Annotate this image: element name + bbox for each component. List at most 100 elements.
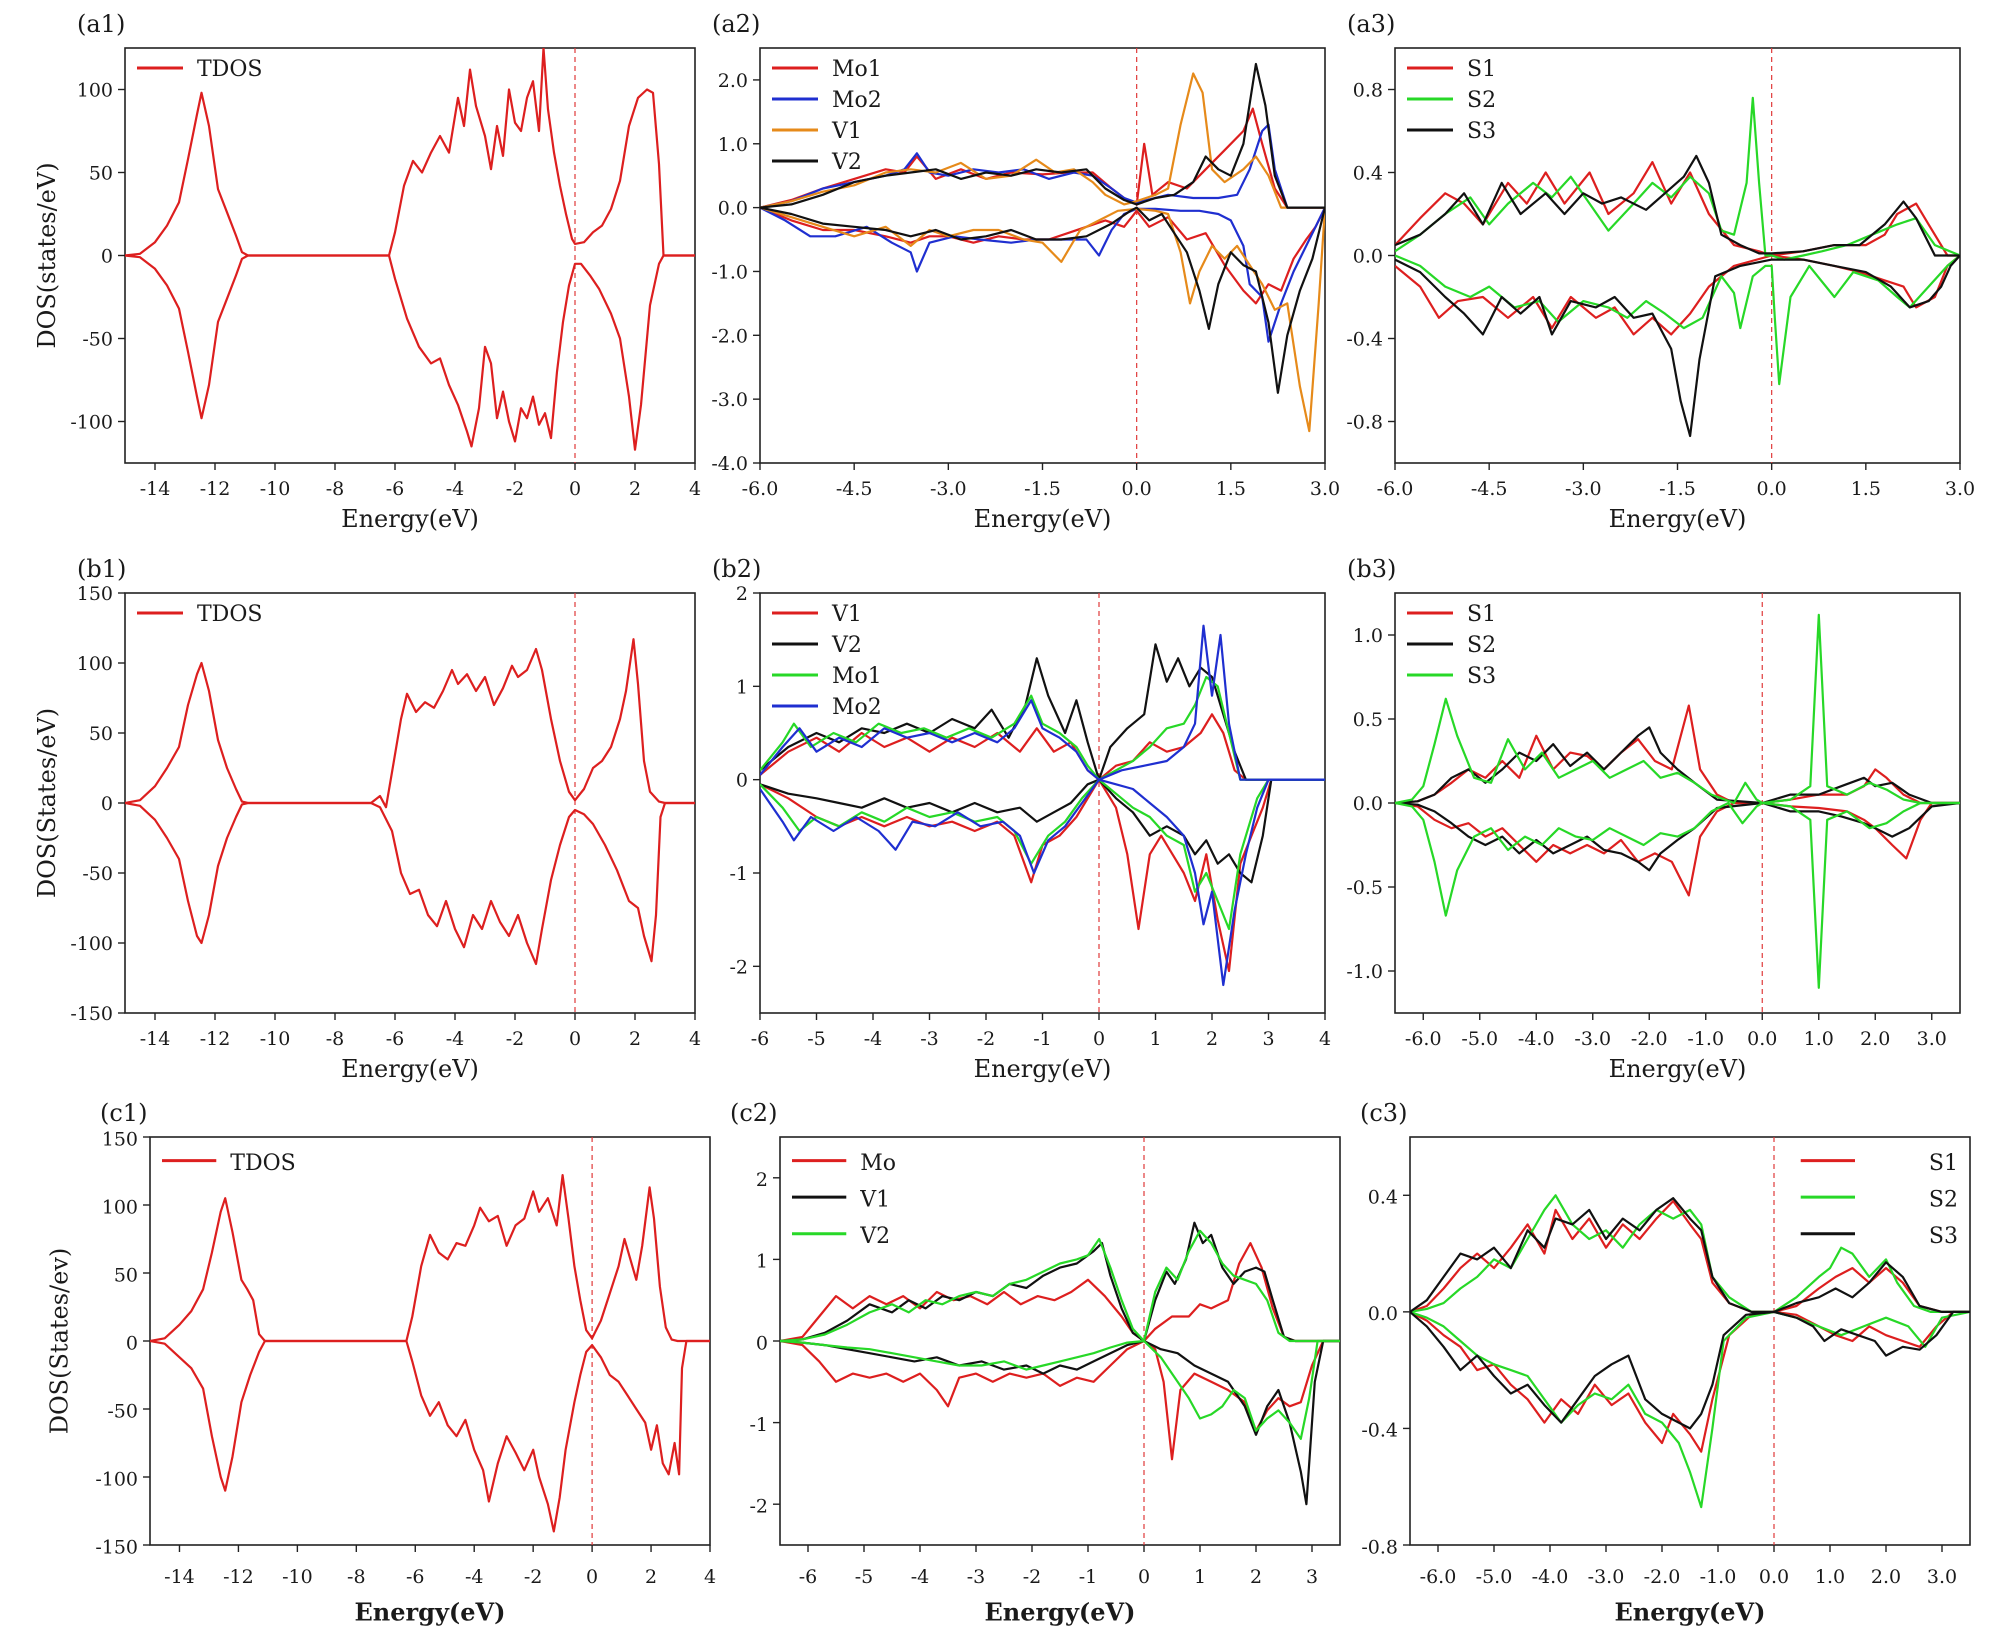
y-tick-label: 1 (736, 676, 748, 698)
legend-label: TDOS (230, 1151, 295, 1176)
series-line-v1-up (760, 72, 1325, 209)
x-tick-label: 2 (629, 1028, 641, 1050)
plot-frame (124, 592, 696, 1014)
x-tick-label: -6.0 (1377, 478, 1414, 500)
x-tick-label: -8 (347, 1566, 366, 1588)
series-line-s2-down (1395, 801, 1960, 872)
legend-label: TDOS (197, 602, 262, 627)
x-tick-label: 4 (1319, 1028, 1331, 1050)
x-tick-label: -3.0 (930, 478, 967, 500)
x-tick-label: -2 (506, 478, 525, 500)
y-tick-label: 0.4 (1368, 1187, 1398, 1209)
panel-c3: -6.0 -5.0 -4.0 -3.0 -2.0 -1.0 0.0 1.0 2.0 3.0 -0.8… (1360, 1099, 1971, 1627)
legend-label: S1 (1929, 1151, 1958, 1176)
legend: TDOS (137, 602, 262, 627)
series-line-v1-up (780, 1221, 1340, 1343)
x-tick-label: -6 (386, 478, 405, 500)
series-line-s1-down (1410, 1310, 1970, 1453)
series-line-tdos-up (125, 48, 695, 257)
legend-label: S2 (1467, 88, 1496, 113)
legend: S1 S2 S3 (1407, 602, 1496, 689)
y-tick-label: -2.0 (711, 325, 748, 347)
x-tick-label: 4 (689, 478, 701, 500)
series-line-tdos-up (125, 638, 695, 809)
x-tick-label: -2.0 (1631, 1028, 1668, 1050)
x-tick-label: 3 (1262, 1028, 1274, 1050)
x-tick-label: -2 (524, 1566, 543, 1588)
series-line-mo2-up (760, 123, 1325, 209)
y-tick-label: 0 (101, 793, 113, 815)
x-tick-label: -12 (200, 1028, 231, 1050)
series-line-s3-down (1410, 1310, 1970, 1430)
y-tick-label: 0.0 (1353, 246, 1383, 268)
legend: S1 S2 S3 (1800, 1151, 1958, 1249)
series-line-s3-down (1395, 801, 1960, 989)
x-tick-label: 2 (1250, 1566, 1262, 1588)
series-line-tdos-down (125, 254, 695, 451)
x-tick-label: 3.0 (1927, 1566, 1957, 1588)
x-tick-label: -3 (920, 1028, 939, 1050)
x-tick-label: -2 (977, 1028, 996, 1050)
y-tick-label: 100 (77, 653, 113, 675)
x-tick-label: -1 (1033, 1028, 1052, 1050)
x-tick-label: 0 (1093, 1028, 1105, 1050)
series-line-s1-up (1395, 161, 1960, 257)
series-line-mo2-up (760, 624, 1325, 781)
y-tick-label: -1.0 (1346, 961, 1383, 983)
y-tick-label: 150 (77, 583, 113, 605)
series-line-s2-up (1410, 1194, 1970, 1314)
legend: V1 V2 Mo1 Mo2 (772, 602, 882, 720)
series-line-tdos-down (125, 801, 695, 966)
panel-tag: (a1) (77, 10, 125, 38)
x-tick-label: -12 (223, 1566, 254, 1588)
x-tick-label: -4.5 (836, 478, 873, 500)
x-tick-label: 0.0 (1759, 1566, 1789, 1588)
x-tick-label: 4 (704, 1566, 716, 1588)
x-tick-label: 3.0 (1310, 478, 1340, 500)
panel-tag: (b1) (77, 555, 126, 583)
panel-b2: -6 -5 -4 -3 -2 -1 0 1 2 3 4 -2 -1 0 1 2 Energy(eV) (b2) V1… (712, 555, 1331, 1083)
x-tick-label: 1.5 (1216, 478, 1246, 500)
x-tick-label: -1.0 (1687, 1028, 1724, 1050)
legend: Mo V1 V2 (792, 1151, 896, 1249)
x-tick-label: -14 (140, 478, 171, 500)
x-tick-label: -4 (465, 1566, 484, 1588)
panel-c1: -14 -12 -10 -8 -6 -4 -2 0 2 4 -150 -100 -50 0 50 100 150… (45, 1099, 716, 1627)
legend-label: Mo1 (832, 664, 882, 689)
x-tick-label: -3.0 (1588, 1566, 1625, 1588)
series-group (780, 1221, 1340, 1506)
x-tick-label: 2 (645, 1566, 657, 1588)
y-tick-label: 0.0 (718, 198, 748, 220)
plot-frame (124, 47, 696, 464)
x-tick-label: 2.0 (1860, 1028, 1890, 1050)
y-axis-title: DOS(States/ev) (45, 1248, 73, 1435)
x-tick-label: -6.0 (1420, 1566, 1457, 1588)
y-tick-label: -100 (70, 412, 113, 434)
series-line-v2-down (760, 206, 1325, 394)
legend-label: V1 (859, 1188, 890, 1213)
x-tick-label: -2.0 (1644, 1566, 1681, 1588)
x-tick-label: 0 (586, 1566, 598, 1588)
y-tick-label: -1 (749, 1414, 768, 1436)
x-tick-label: 3.0 (1917, 1028, 1947, 1050)
x-tick-label: -4 (911, 1566, 930, 1588)
plot-frame (149, 1136, 711, 1546)
x-tick-label: 1.0 (1804, 1028, 1834, 1050)
series-line-s2-down (1395, 254, 1960, 386)
x-tick-label: 0.0 (1757, 478, 1787, 500)
y-tick-label: 2 (756, 1169, 768, 1191)
x-tick-label: -12 (200, 478, 231, 500)
x-tick-label: -5.0 (1476, 1566, 1513, 1588)
legend-label: Mo (860, 1151, 896, 1176)
legend: Mo1 Mo2 V1 V2 (772, 57, 882, 175)
series-line-s1-down (1395, 801, 1960, 897)
x-tick-label: -14 (140, 1028, 171, 1050)
x-tick-label: -2 (1023, 1566, 1042, 1588)
series-line-mo1-down (760, 778, 1325, 931)
x-axis-title: Energy(eV) (985, 1598, 1136, 1627)
series-line-s2-down (1410, 1310, 1970, 1509)
y-tick-label: -2 (749, 1495, 768, 1517)
y-tick-label: 100 (102, 1196, 138, 1218)
